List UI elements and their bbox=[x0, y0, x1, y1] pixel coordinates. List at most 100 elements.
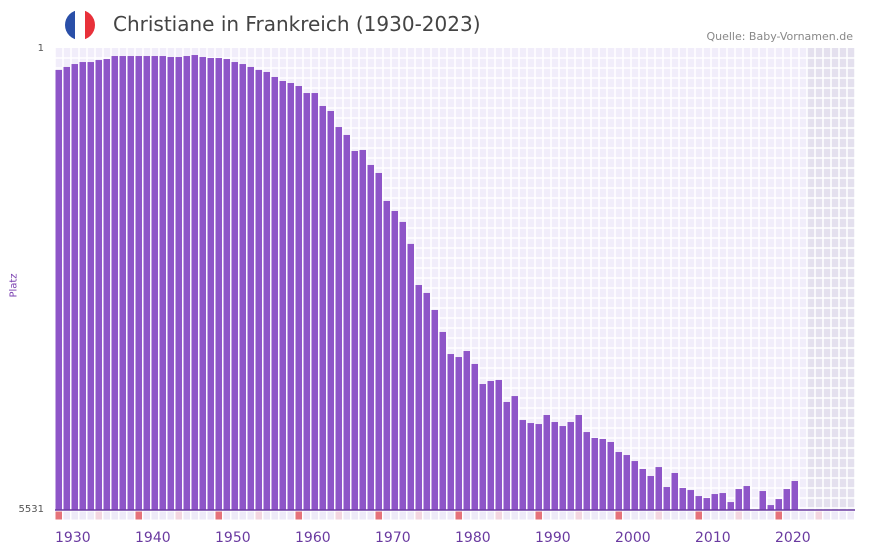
year-marker-1930 bbox=[55, 511, 62, 520]
x-tick-label: 1960 bbox=[295, 530, 331, 546]
year-marker-1999 bbox=[607, 511, 614, 520]
bar-1978 bbox=[439, 331, 446, 510]
year-marker-2012 bbox=[711, 511, 718, 520]
bar-2011 bbox=[703, 498, 710, 510]
year-marker-2018 bbox=[759, 511, 766, 520]
year-marker-1995 bbox=[575, 511, 582, 520]
year-marker-1975 bbox=[415, 511, 422, 520]
bar-2021 bbox=[783, 489, 790, 510]
year-marker-2003 bbox=[639, 511, 646, 520]
bar-2009 bbox=[687, 490, 694, 510]
year-marker-1942 bbox=[151, 511, 158, 520]
x-tick-label: 1950 bbox=[215, 530, 251, 546]
year-marker-1951 bbox=[223, 511, 230, 520]
year-marker-2009 bbox=[687, 511, 694, 520]
year-marker-1934 bbox=[87, 511, 94, 520]
bar-1950 bbox=[215, 58, 222, 510]
bar-1963 bbox=[319, 105, 326, 511]
bar-1979 bbox=[447, 354, 454, 510]
year-marker-1966 bbox=[343, 511, 350, 520]
bar-1974 bbox=[407, 243, 414, 511]
bar-2013 bbox=[719, 493, 726, 510]
bar-1969 bbox=[367, 164, 374, 510]
year-marker-1935 bbox=[95, 511, 102, 520]
year-marker-1972 bbox=[391, 511, 398, 520]
year-marker-1989 bbox=[527, 511, 534, 520]
year-marker-1936 bbox=[103, 511, 110, 520]
bar-1973 bbox=[399, 221, 406, 510]
bar-1942 bbox=[151, 56, 158, 510]
year-marker-2004 bbox=[647, 511, 654, 520]
year-marker-2027 bbox=[831, 511, 838, 520]
year-marker-2026 bbox=[823, 511, 830, 520]
year-marker-2001 bbox=[623, 511, 630, 520]
year-marker-1985 bbox=[495, 511, 502, 520]
bar-1954 bbox=[247, 66, 254, 511]
bar-1952 bbox=[231, 62, 238, 511]
year-marker-2008 bbox=[679, 511, 686, 520]
year-marker-2020 bbox=[775, 511, 782, 520]
year-marker-1955 bbox=[255, 511, 262, 520]
bar-1934 bbox=[87, 62, 94, 511]
bar-1977 bbox=[431, 309, 438, 510]
year-marker-1947 bbox=[191, 511, 198, 520]
bar-1970 bbox=[375, 172, 382, 510]
year-marker-1956 bbox=[263, 511, 270, 520]
x-tick-label: 1990 bbox=[535, 530, 571, 546]
year-marker-2005 bbox=[655, 511, 662, 520]
source-link[interactable]: Quelle: Baby-Vornamen.de bbox=[706, 30, 853, 43]
bar-1987 bbox=[511, 396, 518, 510]
bar-1933 bbox=[79, 62, 86, 511]
bar-1943 bbox=[159, 56, 166, 510]
x-tick-label: 2000 bbox=[615, 530, 651, 546]
bar-1998 bbox=[599, 438, 606, 510]
year-marker-1950 bbox=[215, 511, 222, 520]
bar-1967 bbox=[351, 151, 358, 510]
year-marker-2024 bbox=[807, 511, 814, 520]
year-marker-1953 bbox=[239, 511, 246, 520]
year-marker-1994 bbox=[567, 511, 574, 520]
bar-2002 bbox=[631, 461, 638, 510]
year-marker-1983 bbox=[479, 511, 486, 520]
year-marker-2007 bbox=[671, 511, 678, 520]
bar-1972 bbox=[391, 210, 398, 510]
year-marker-1973 bbox=[399, 511, 406, 520]
year-marker-1931 bbox=[63, 511, 70, 520]
year-marker-1970 bbox=[375, 511, 382, 520]
bar-1989 bbox=[527, 423, 534, 510]
bar-1947 bbox=[191, 55, 198, 510]
year-marker-2017 bbox=[751, 511, 758, 520]
bar-1995 bbox=[575, 415, 582, 510]
bar-2004 bbox=[647, 475, 654, 510]
bar-1932 bbox=[71, 64, 78, 511]
x-tick-label: 1940 bbox=[135, 530, 171, 546]
bar-1962 bbox=[311, 93, 318, 510]
bar-1990 bbox=[535, 424, 542, 510]
bar-1948 bbox=[199, 57, 206, 510]
bar-1936 bbox=[103, 59, 110, 511]
year-marker-2015 bbox=[735, 511, 742, 520]
year-marker-1998 bbox=[599, 511, 606, 520]
bar-2015 bbox=[735, 489, 742, 510]
bar-1999 bbox=[607, 441, 614, 510]
year-marker-1958 bbox=[279, 511, 286, 520]
year-marker-1959 bbox=[287, 511, 294, 520]
year-marker-1954 bbox=[247, 511, 254, 520]
bar-1984 bbox=[487, 381, 494, 510]
y-tick-top: 1 bbox=[37, 43, 44, 54]
year-marker-1952 bbox=[231, 511, 238, 520]
year-marker-1964 bbox=[327, 511, 334, 520]
bar-2019 bbox=[767, 505, 774, 510]
bar-1931 bbox=[63, 66, 70, 511]
year-marker-2011 bbox=[703, 511, 710, 520]
x-tick-label: 2020 bbox=[775, 530, 811, 546]
bar-2014 bbox=[727, 502, 734, 510]
bar-1986 bbox=[503, 401, 510, 510]
bar-1941 bbox=[143, 56, 150, 510]
year-marker-1976 bbox=[423, 511, 430, 520]
year-marker-1960 bbox=[295, 511, 302, 520]
bar-1996 bbox=[583, 432, 590, 510]
year-marker-1990 bbox=[535, 511, 542, 520]
year-marker-1944 bbox=[167, 511, 174, 520]
